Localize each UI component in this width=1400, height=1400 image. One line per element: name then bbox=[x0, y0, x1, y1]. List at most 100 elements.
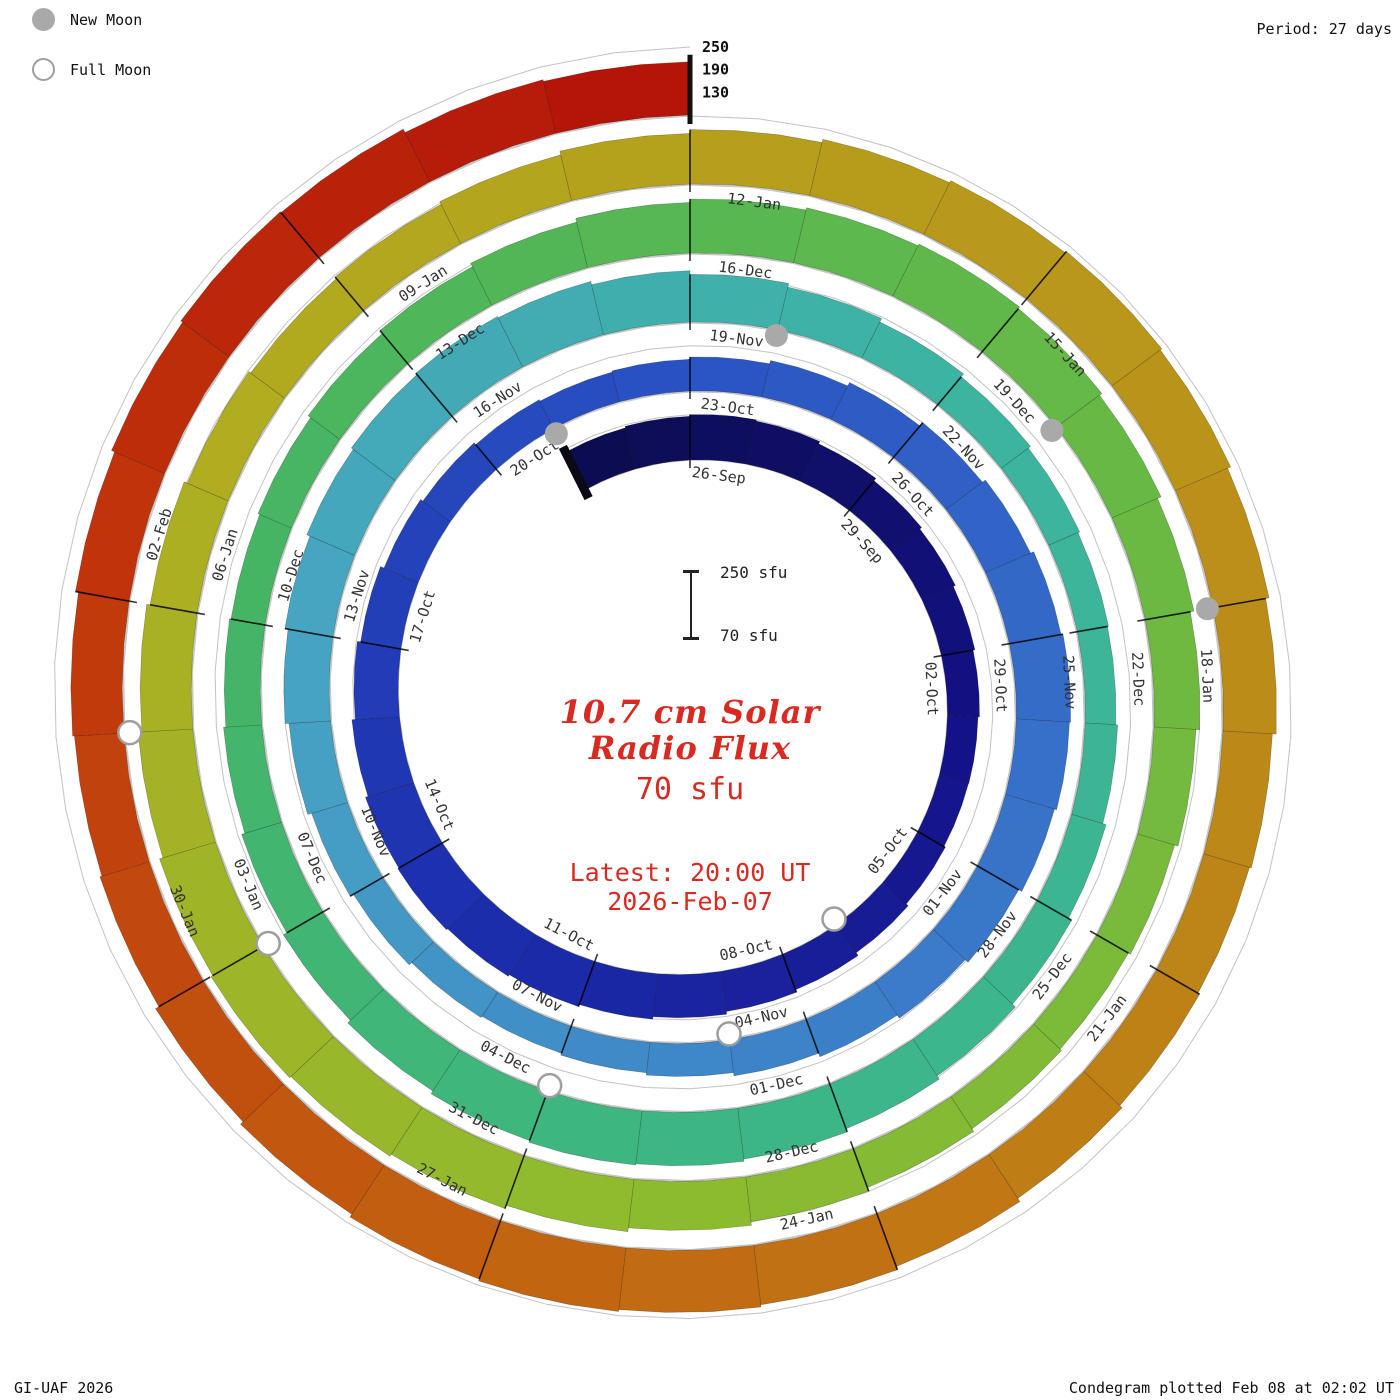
flux-bar bbox=[99, 861, 204, 1008]
flux-bar bbox=[836, 881, 909, 954]
flux-bar bbox=[618, 1245, 762, 1313]
latest-reading: Latest: 20:00 UT 2026-Feb-07 bbox=[390, 858, 990, 916]
flux-bar bbox=[689, 356, 771, 398]
three-day-tick bbox=[826, 1076, 848, 1133]
three-day-tick bbox=[334, 276, 370, 318]
flux-bar bbox=[411, 941, 499, 1019]
three-day-tick bbox=[1137, 611, 1191, 622]
current-flux-value: 70 sfu bbox=[635, 772, 745, 807]
three-day-tick bbox=[415, 372, 458, 423]
full-moon-marker bbox=[716, 1021, 742, 1047]
three-day-tick bbox=[910, 826, 946, 849]
flux-bar bbox=[799, 443, 877, 511]
three-day-tick bbox=[887, 422, 924, 465]
flux-bar bbox=[624, 415, 691, 470]
flux-bar bbox=[737, 1083, 848, 1160]
axis-labels-layer: 130 190 250 bbox=[702, 38, 729, 101]
three-day-tick bbox=[1089, 930, 1129, 954]
flux-bar bbox=[353, 640, 402, 720]
flux-bar bbox=[689, 129, 823, 196]
moon-markers-layer bbox=[117, 324, 1219, 1099]
flux-bar bbox=[74, 732, 150, 877]
flux-bar bbox=[390, 1107, 525, 1209]
flux-bar bbox=[475, 399, 554, 470]
flux-bar bbox=[347, 988, 461, 1092]
flux-bar bbox=[977, 794, 1055, 892]
flux-bar bbox=[111, 321, 230, 474]
flux-bar bbox=[1071, 722, 1119, 824]
three-day-tick bbox=[284, 627, 341, 640]
flux-bar bbox=[180, 211, 320, 358]
chart-title-line2: Radio Flux bbox=[588, 729, 792, 767]
flux-bar bbox=[932, 865, 1020, 963]
flux-axis-label-190: 190 bbox=[702, 61, 729, 79]
three-day-tick bbox=[802, 1011, 820, 1054]
flux-bar bbox=[645, 1039, 734, 1077]
flux-bar bbox=[861, 321, 965, 406]
flux-bar bbox=[950, 1023, 1062, 1130]
flux-bar bbox=[280, 128, 431, 259]
flux-bar bbox=[635, 1108, 745, 1167]
three-day-tick bbox=[286, 907, 331, 934]
radial-gridline-250 bbox=[54, 46, 1292, 1320]
flux-bar bbox=[689, 414, 757, 465]
full-moon-marker bbox=[821, 906, 847, 932]
flux-bar bbox=[1212, 598, 1277, 735]
scale-bottom-label: 70 sfu bbox=[720, 626, 778, 645]
flux-bar bbox=[745, 420, 821, 482]
flux-bar bbox=[351, 716, 414, 797]
three-day-tick bbox=[379, 329, 414, 371]
new-moon-marker bbox=[764, 324, 788, 347]
three-day-tick bbox=[560, 1018, 575, 1054]
three-day-tick bbox=[1001, 633, 1064, 646]
three-day-tick bbox=[349, 872, 390, 897]
flux-bar bbox=[1000, 447, 1081, 546]
three-day-tick bbox=[475, 444, 503, 476]
tick-layer bbox=[75, 54, 1266, 1280]
latest-date: 2026-Feb-07 bbox=[607, 887, 773, 916]
flux-bar bbox=[1056, 394, 1162, 519]
flux-bar bbox=[874, 929, 966, 1019]
flux-bar bbox=[478, 1220, 627, 1312]
flux-bar bbox=[1156, 853, 1250, 994]
flux-axis-label-130: 130 bbox=[702, 83, 729, 101]
three-day-tick bbox=[976, 308, 1020, 359]
chart-title-line1: 10.7 cm Solar bbox=[559, 693, 821, 731]
new-moon-marker bbox=[1040, 419, 1064, 442]
period-label: Period: 27 days bbox=[1256, 20, 1392, 38]
date-label: 22-Dec bbox=[1128, 652, 1149, 707]
new-moon-label: New Moon bbox=[70, 10, 143, 29]
three-day-tick bbox=[504, 1148, 528, 1209]
flux-bar bbox=[745, 1148, 870, 1222]
full-moon-marker bbox=[536, 1072, 563, 1099]
flux-bar bbox=[223, 724, 282, 834]
date-label: 02-Oct bbox=[921, 661, 942, 716]
flux-bar bbox=[1026, 250, 1163, 387]
flux-bar bbox=[941, 649, 980, 718]
flux-bar bbox=[334, 203, 462, 312]
three-day-tick bbox=[932, 376, 962, 412]
flux-bar bbox=[848, 480, 923, 552]
flux-bar bbox=[937, 376, 1031, 469]
flux-bar bbox=[560, 1026, 651, 1074]
date-label: 19-Nov bbox=[709, 326, 765, 351]
three-day-tick bbox=[577, 953, 599, 1007]
flux-bar bbox=[627, 1176, 752, 1231]
three-day-tick bbox=[843, 480, 875, 517]
flux-bar bbox=[241, 821, 324, 934]
flux-bar bbox=[70, 591, 130, 737]
flux-bar bbox=[892, 243, 1021, 353]
flux-bar bbox=[805, 981, 898, 1058]
three-day-tick bbox=[280, 212, 325, 265]
flux-bar bbox=[383, 499, 451, 584]
flux-bar bbox=[283, 911, 384, 1021]
three-day-tick bbox=[1029, 895, 1072, 921]
flux-bar bbox=[981, 308, 1103, 428]
flux-bar bbox=[539, 371, 620, 429]
scale-bar-bottom-cap bbox=[683, 637, 699, 640]
flux-bar bbox=[721, 953, 797, 1012]
flux-bar bbox=[591, 270, 691, 336]
moon-legend: New Moon Full Moon bbox=[32, 8, 151, 108]
flux-bar bbox=[497, 281, 604, 368]
